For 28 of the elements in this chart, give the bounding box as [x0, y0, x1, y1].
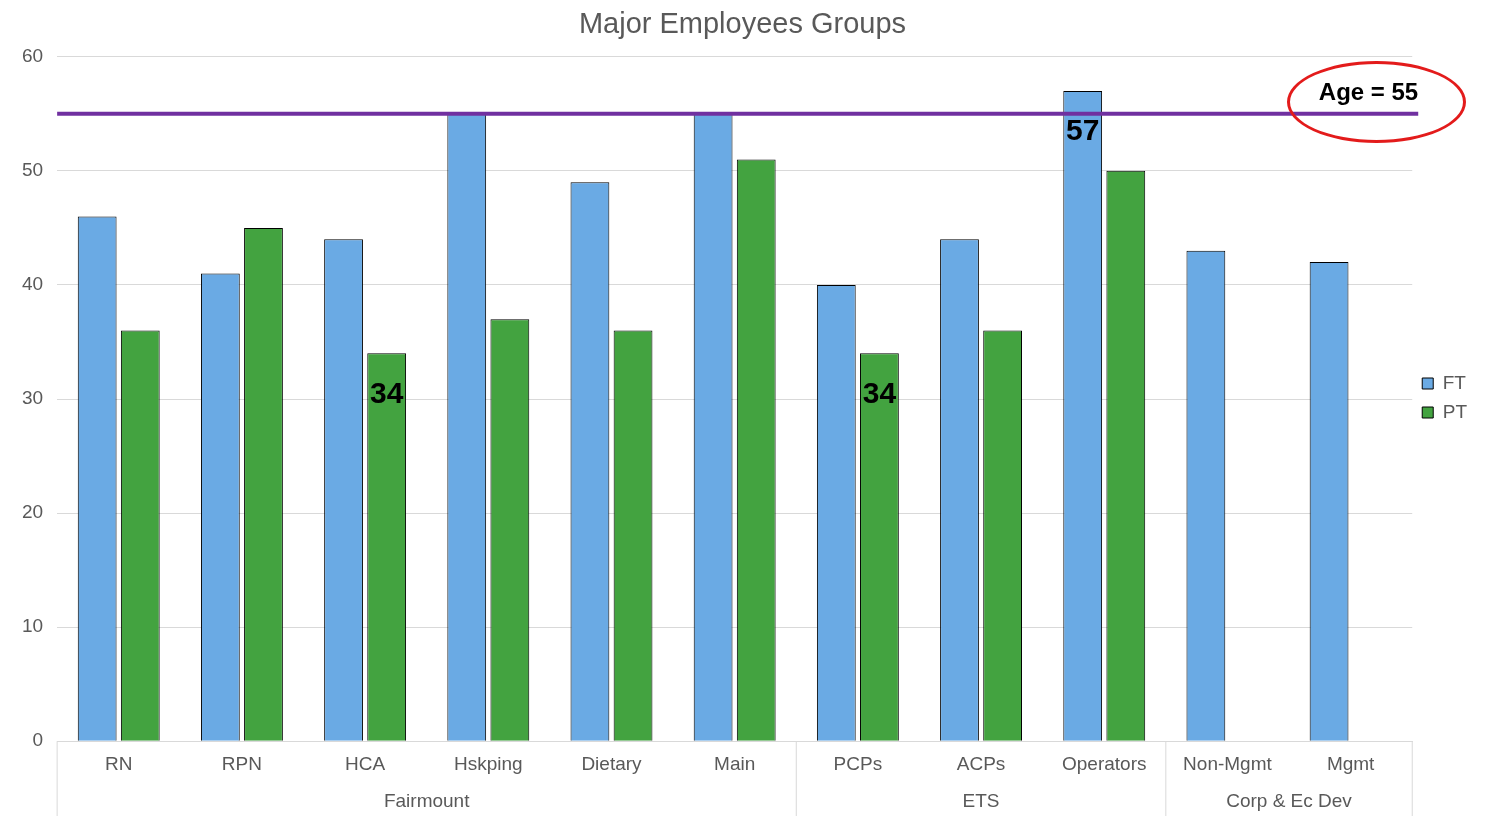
- y-tick-label: 30: [21, 387, 44, 409]
- text: ETS: [962, 790, 1000, 812]
- y-tick-label: 0: [32, 729, 44, 751]
- x-tick-label: Main: [714, 752, 756, 774]
- data-label: 57: [1066, 113, 1100, 147]
- x-tick-label: ACPs: [956, 752, 1006, 774]
- legend-label: FT: [1442, 371, 1467, 393]
- data-label: 34: [369, 375, 404, 409]
- ref-line-label: Age = 55: [1318, 78, 1419, 106]
- text: Fairmount: [383, 790, 471, 812]
- y-tick-label: 50: [21, 159, 44, 181]
- x-tick-label: Mgmt: [1326, 752, 1376, 774]
- y-tick-label: 20: [21, 501, 44, 523]
- x-tick-label: Dietary: [581, 752, 643, 774]
- y-tick-label: 60: [21, 45, 44, 67]
- chart-title: Major Employees Groups: [578, 7, 907, 40]
- x-tick-label: HCA: [345, 752, 386, 774]
- text: Corp & Ec Dev: [1226, 790, 1353, 812]
- x-tick-label: RPN: [221, 752, 262, 774]
- x-tick-label: Hskping: [453, 752, 523, 774]
- y-tick-label: 40: [21, 273, 44, 295]
- x-tick-label: Non-Mgmt: [1183, 752, 1273, 774]
- data-label: 34: [862, 375, 897, 409]
- x-tick-label: RN: [105, 752, 133, 774]
- x-tick-label: Operators: [1062, 752, 1147, 774]
- y-tick-label: 10: [21, 615, 44, 637]
- legend-label: PT: [1442, 400, 1468, 422]
- x-tick-label: PCPs: [833, 752, 883, 774]
